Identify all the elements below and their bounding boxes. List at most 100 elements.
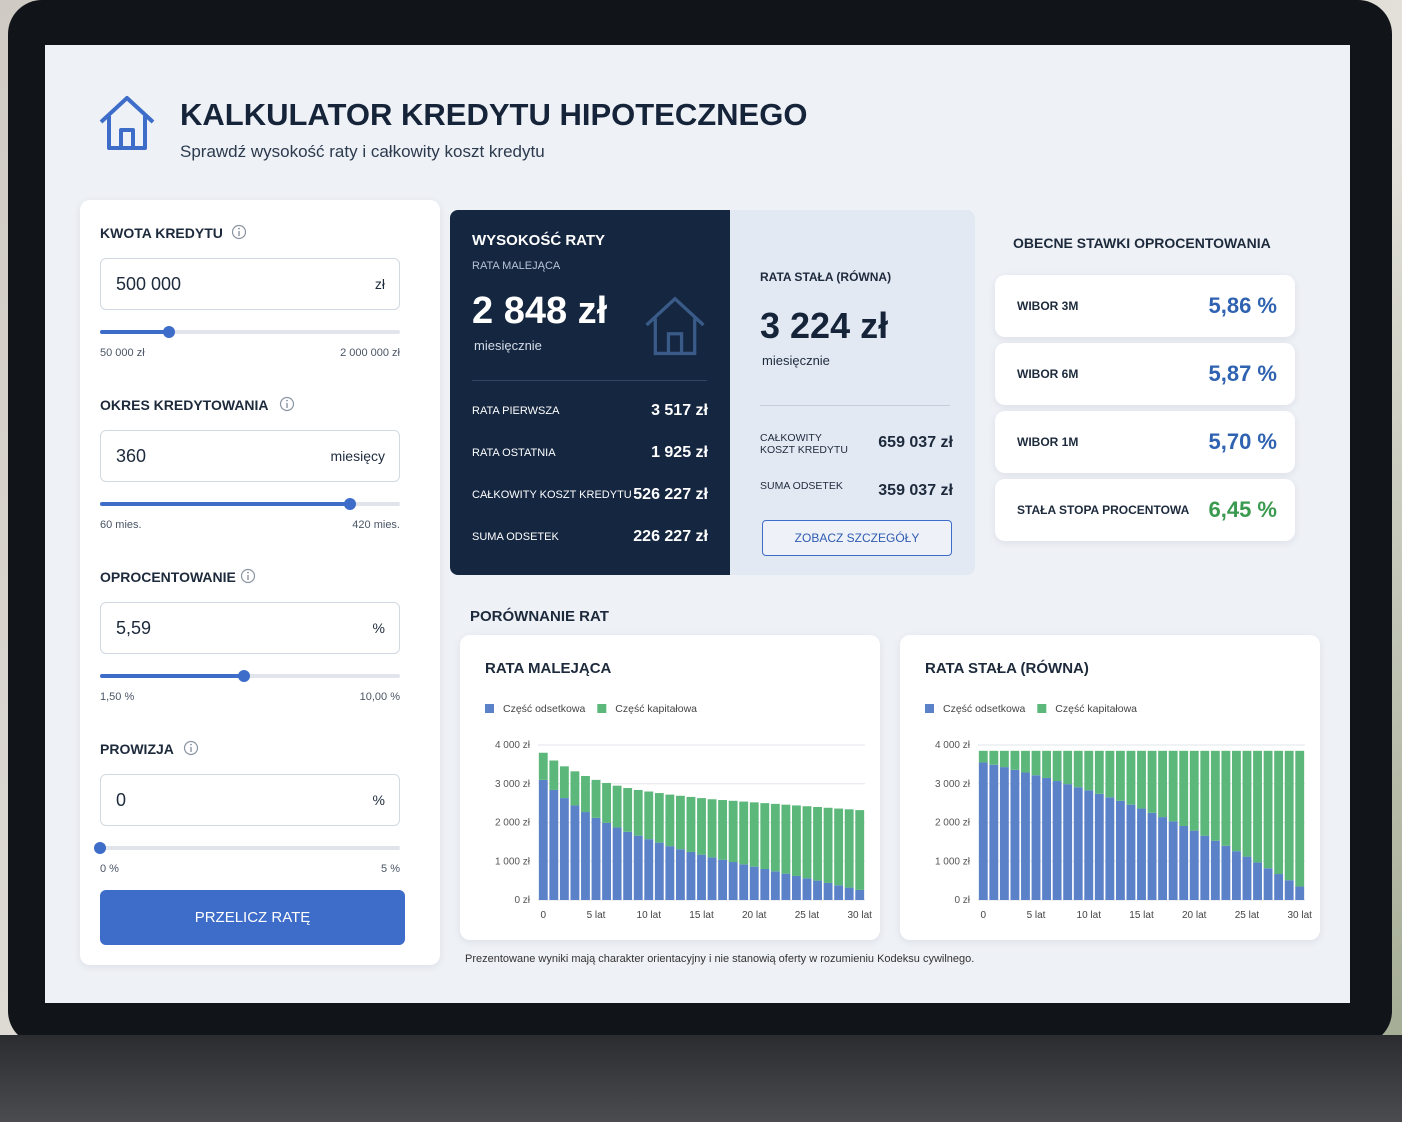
x-tick-label: 0 <box>540 910 546 921</box>
y-tick-label: 4 000 zł <box>935 740 971 751</box>
bar-segment <box>538 752 548 780</box>
row-label: CAŁKOWITY KOSZT KREDYTU <box>760 432 848 456</box>
bar-segment <box>1221 750 1231 846</box>
bar-segment <box>728 800 738 863</box>
chart: 0 zł 1 000 zł 2 000 zł 3 000 zł 4 000 zł 0 5 l… <box>925 703 1312 921</box>
slider-thumb[interactable] <box>163 326 176 338</box>
bar-segment <box>1179 750 1189 826</box>
bar-segment <box>1242 750 1252 857</box>
slider-thumb[interactable] <box>238 670 251 682</box>
chart-card: RATA STAŁA (RÓWNA) 0 zł 1 000 zł 2 000 zł 3 … <box>900 635 1320 940</box>
input-field[interactable]: 0% <box>100 774 400 826</box>
bar-segment <box>675 795 685 850</box>
y-tick-label: 4 000 zł <box>495 740 531 751</box>
bar-segment <box>1063 784 1073 900</box>
bar-segment <box>1052 781 1062 900</box>
bar-segment <box>802 878 812 900</box>
bar-segment <box>675 849 685 900</box>
x-tick-label: 10 lat <box>637 910 662 921</box>
bar-segment <box>1200 750 1210 836</box>
bar-segment <box>633 835 643 900</box>
result-card: WYSOKOŚĆ RATY RATA MALEJĄCA 2 848 zł miesię… <box>450 210 975 575</box>
bar-segment <box>570 805 580 900</box>
house-icon <box>99 96 155 150</box>
disclaimer: Prezentowane wyniki mają charakter orien… <box>465 953 975 965</box>
bar-segment <box>1105 797 1115 900</box>
input-value: 0 <box>116 790 127 810</box>
input-field[interactable]: 360 miesięcy <box>100 430 400 482</box>
input-unit: miesięcy <box>330 448 385 464</box>
charts: RATA MALEJĄCA 0 zł 1 000 zł 2 000 zł 3 000 z… <box>460 635 1320 940</box>
legend-label: Część odsetkowa <box>943 703 1025 715</box>
bar-segment <box>802 806 812 879</box>
bar-segment <box>1073 787 1083 900</box>
field-label: KWOTA KREDYTU <box>100 225 223 241</box>
comparison-title: PORÓWNANIE RAT <box>470 608 609 625</box>
input-field[interactable]: 5,59% <box>100 602 400 654</box>
input-unit: zł <box>374 276 385 292</box>
x-tick-label: 15 lat <box>689 910 714 921</box>
bar-segment <box>697 854 706 900</box>
bar-segment <box>792 805 801 876</box>
bar-segment <box>1200 835 1210 900</box>
bar-segment <box>644 839 654 900</box>
bar-segment <box>739 864 749 900</box>
x-tick-label: 0 <box>980 910 986 921</box>
bar-segment <box>770 803 780 872</box>
bar-segment <box>654 842 664 900</box>
form-panel: KWOTA KREDYTU 500 000 zł 50 000 zł 2 000 000… <box>80 200 440 965</box>
row-value: 526 227 zł <box>633 486 708 503</box>
bar-segment <box>623 831 633 900</box>
slider-min: 50 000 zł <box>100 347 145 359</box>
bar-segment <box>781 873 791 900</box>
calculate-button[interactable]: PRZELICZ RATĘ <box>100 890 405 945</box>
bar-segment <box>1253 750 1262 863</box>
input-unit: % <box>372 620 385 636</box>
y-tick-label: 2 000 zł <box>495 818 531 829</box>
bar-segment <box>1168 821 1178 900</box>
rate-item: WIBOR 6M 5,87 % <box>995 343 1295 405</box>
slider-thumb[interactable] <box>344 498 356 510</box>
bar-segment <box>834 808 844 886</box>
x-tick-label: 25 lat <box>795 910 820 921</box>
result-title: WYSOKOŚĆ RATY <box>472 232 606 249</box>
equal-period: miesięcznie <box>762 353 830 368</box>
bar-segment <box>1295 886 1305 900</box>
decreasing-card: WYSOKOŚĆ RATY RATA MALEJĄCA 2 848 zł miesię… <box>450 210 730 575</box>
bar-segment <box>855 889 865 900</box>
bar-segment <box>602 822 611 900</box>
details-button[interactable]: ZOBACZ SZCZEGÓŁY <box>762 520 952 556</box>
bar-segment <box>707 799 717 858</box>
keyboard <box>0 1035 1402 1122</box>
bar-segment <box>999 750 1009 768</box>
slider-track[interactable] <box>100 330 400 334</box>
bar-segment <box>1263 868 1273 900</box>
bar-segment <box>1274 874 1284 900</box>
bar-segment <box>978 750 988 763</box>
bar-segment <box>581 776 590 813</box>
bar-segment <box>728 862 738 900</box>
y-tick-label: 0 zł <box>514 895 530 906</box>
bar-segment <box>1232 750 1241 852</box>
input-field[interactable]: 500 000 zł <box>100 258 400 310</box>
slider-track[interactable] <box>100 846 400 850</box>
bar-segment <box>1052 750 1062 782</box>
bar-segment <box>1147 750 1157 813</box>
slider-fill <box>100 502 350 506</box>
x-tick-label: 20 lat <box>742 910 767 921</box>
input-unit: % <box>372 792 385 808</box>
slider-min: 60 mies. <box>100 519 142 531</box>
row-label: RATA PIERWSZA <box>472 405 560 417</box>
bar-segment <box>1295 750 1305 887</box>
bar-segment <box>1031 750 1041 776</box>
bar-segment <box>1232 851 1241 900</box>
rate-label: WIBOR 6M <box>1017 367 1079 381</box>
bar-segment <box>644 791 654 840</box>
legend-swatch <box>597 704 607 713</box>
slider-thumb[interactable] <box>94 842 106 854</box>
legend-swatch <box>1037 704 1047 713</box>
rates-title: OBECNE STAWKI OPROCENTOWANIA <box>1013 235 1271 251</box>
bar-segment <box>1210 840 1220 900</box>
bar-segment <box>1137 750 1146 809</box>
legend-swatch <box>925 704 934 713</box>
